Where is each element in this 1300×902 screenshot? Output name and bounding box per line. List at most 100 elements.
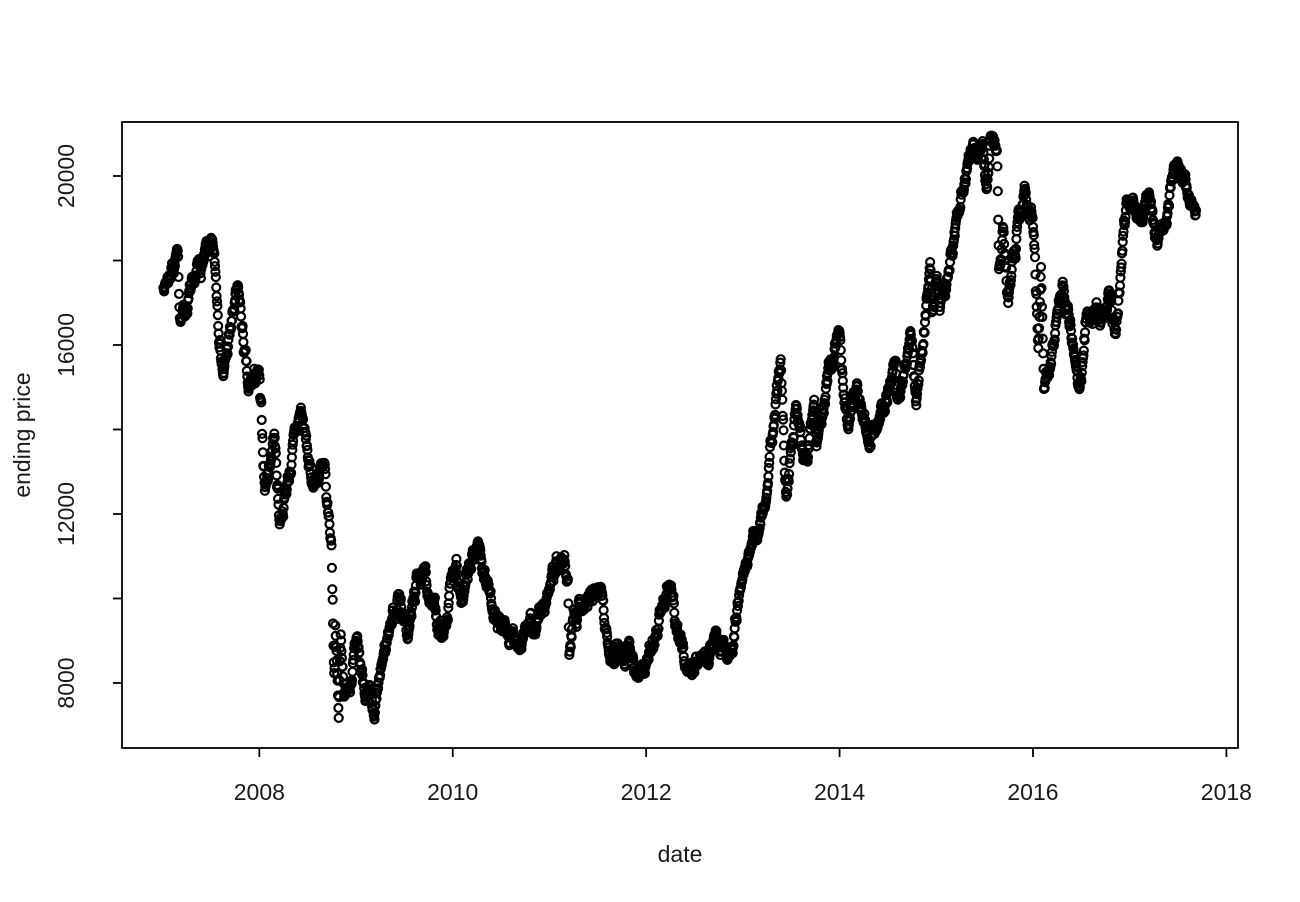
data-point [442,614,453,625]
data-point [995,260,1006,271]
data-point [1028,230,1039,241]
data-point [348,649,359,661]
data-point [913,375,924,386]
data-point [731,615,742,626]
data-point [836,363,848,374]
data-point [516,639,527,650]
data-point [1035,271,1046,282]
data-point [733,595,744,606]
data-point [984,153,995,164]
data-point [1048,340,1060,351]
data-point [770,399,781,410]
data-point [669,607,680,618]
data-point [333,702,344,714]
data-point [354,647,365,658]
data-point [209,261,221,272]
data-point [559,556,570,567]
data-point [541,597,552,609]
data-point [948,240,959,251]
data-point [1120,211,1131,222]
data-point [599,617,610,629]
data-point [1036,283,1047,294]
data-point [1057,276,1068,287]
y-tick-label: 12000 [53,482,79,546]
data-point [906,335,918,346]
data-point [784,453,796,464]
data-point [301,440,313,451]
data-point [840,400,852,411]
data-point [763,462,774,474]
data-point [320,481,331,492]
data-point [333,712,344,724]
data-point [1003,297,1014,309]
data-point [989,135,1000,146]
data-point [879,406,891,417]
y-axis-title: ending price [9,372,35,497]
data-point [1101,304,1113,315]
data-point [173,271,184,283]
data-point [895,392,906,403]
x-tick-label: 2014 [814,779,865,805]
y-tick-label: 16000 [53,313,79,377]
data-point [777,394,788,405]
data-point [565,641,576,653]
data-point [564,646,575,657]
data-point [783,468,795,480]
data-point [942,271,954,282]
data-point [677,638,689,649]
data-point [451,553,462,565]
data-point [271,457,282,468]
data-point [1079,327,1091,338]
data-point [330,620,341,631]
data-point [960,178,971,189]
data-point [516,643,527,655]
data-point [1077,357,1088,368]
data-point [911,400,922,411]
data-point [462,574,473,585]
data-point [212,300,223,312]
data-point [253,364,264,375]
data-point [601,627,612,639]
data-point [212,310,223,321]
data-point [353,642,364,653]
data-point [172,245,183,257]
data-point [742,559,753,570]
data-point [1058,281,1069,293]
data-point [1033,323,1045,334]
data-point [459,586,470,597]
data-point [809,394,820,405]
data-point [235,311,247,322]
data-point [993,214,1004,225]
data-point [271,470,282,481]
data-point [1030,269,1041,280]
data-point [598,612,610,624]
data-point [404,620,415,632]
data-point [563,598,574,609]
data-point [257,428,268,439]
data-point [802,456,813,467]
data-point [779,455,790,466]
data-point [859,408,870,419]
data-point [777,414,789,425]
data-point [1065,319,1076,331]
data-point [1033,333,1044,344]
data-point [270,448,281,459]
data-point [1010,243,1022,254]
data-point [1003,292,1014,303]
data-point [438,631,449,642]
plot-border [121,121,1239,749]
data-point [983,168,994,179]
data-point [1110,329,1121,340]
data-point [320,463,331,475]
data-point [781,489,793,500]
data-point [257,433,268,444]
data-point [1035,261,1047,273]
data-point [475,544,486,556]
x-tick-label: 2016 [1007,779,1058,805]
data-point [319,459,330,470]
data-point [240,344,251,356]
data-point [998,238,1010,250]
data-point [269,428,280,439]
data-point [347,666,358,677]
data-point [182,308,193,319]
